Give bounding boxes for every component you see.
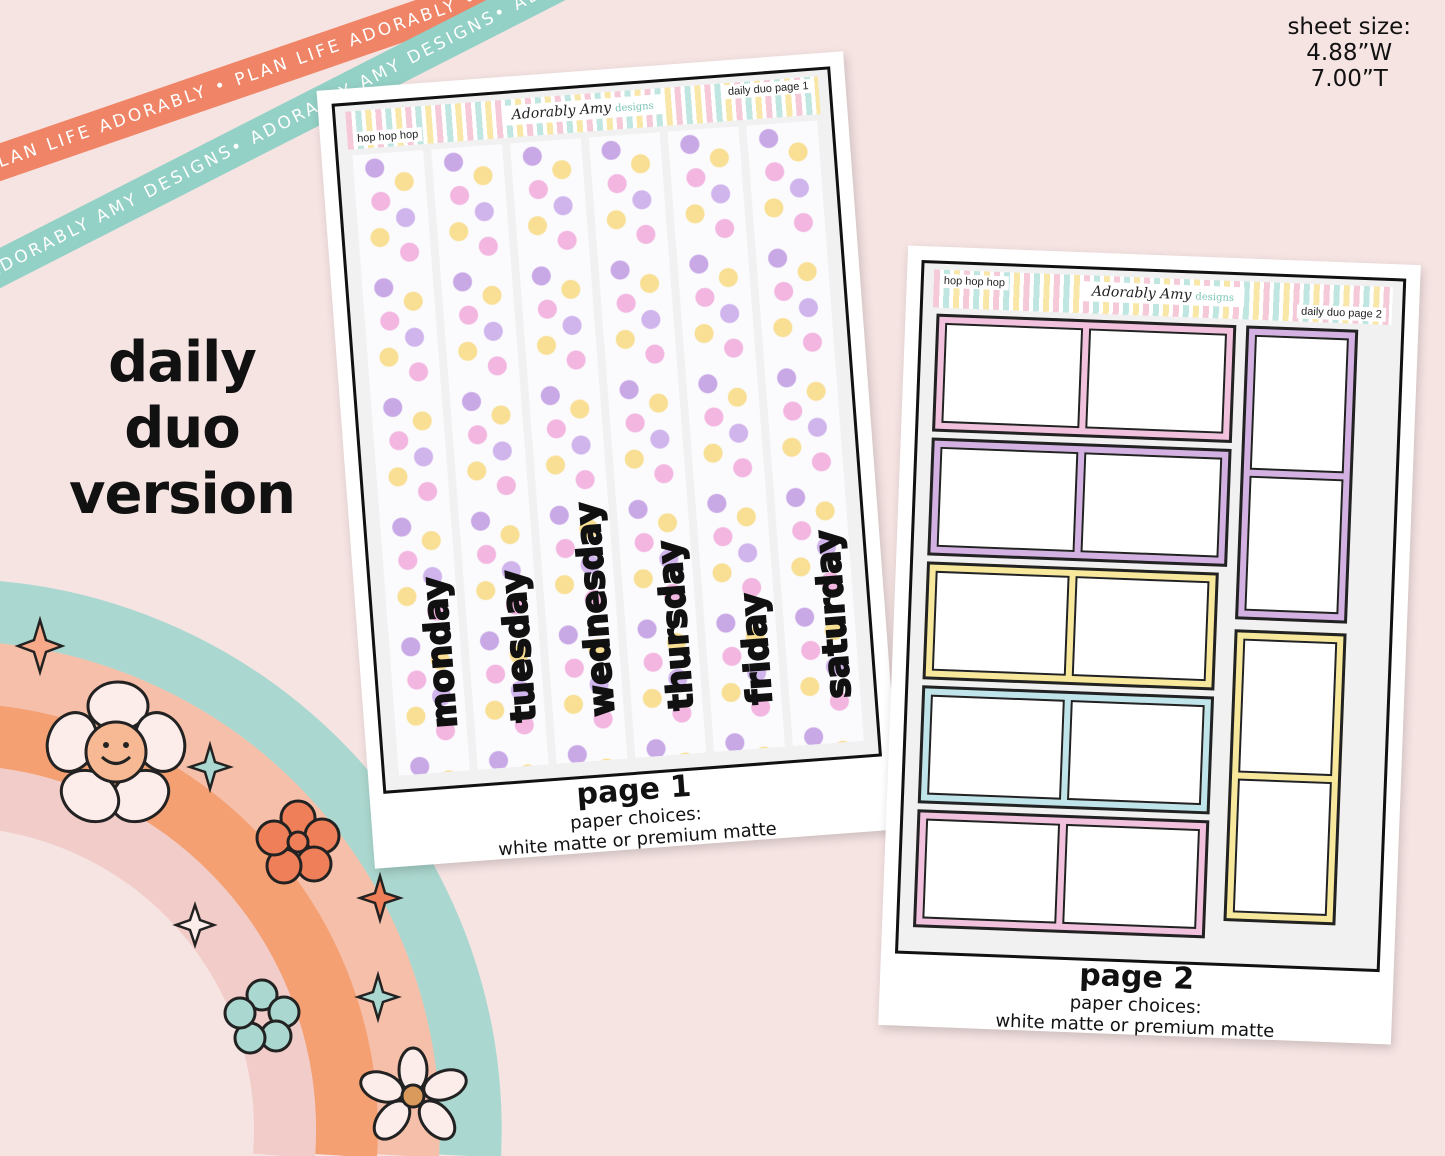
brand-designs: designs <box>1195 291 1235 304</box>
brand-logo: Adorably Amy designs <box>1081 281 1245 308</box>
brand-designs: designs <box>614 100 655 115</box>
sticker-sheet-page-2: hop hop hop Adorably Amy designs daily du… <box>878 245 1421 1045</box>
box-cell <box>1062 823 1200 929</box>
box-cell <box>941 322 1084 429</box>
box-group-lavender-vertical <box>1235 325 1359 624</box>
version-line-1: daily <box>108 330 257 395</box>
box-cell <box>1232 778 1332 917</box>
box-cell <box>1080 452 1223 558</box>
box-cell <box>1071 576 1210 682</box>
box-cell <box>931 570 1070 676</box>
sheet-size-label: sheet size: <box>1287 14 1411 40</box>
day-strips: monday tuesday wednesday thursday friday… <box>352 120 864 776</box>
box-cell <box>936 446 1079 553</box>
sheet-2-theme: hop hop hop <box>939 273 1010 291</box>
box-cell <box>922 818 1061 924</box>
day-label: thursday <box>648 538 703 713</box>
box-group-aqua <box>917 685 1215 815</box>
box-cell <box>1085 328 1228 434</box>
day-label: wednesday <box>566 500 624 719</box>
rainbow-band-pink <box>0 768 316 1156</box>
sheet-2-frame: hop hop hop Adorably Amy designs daily du… <box>894 259 1407 973</box>
box-cell <box>1249 334 1349 474</box>
sheet-height: 7.00”T <box>1310 66 1388 92</box>
sheet-size: sheet size: 4.88”W 7.00”T <box>1287 14 1411 92</box>
teal-flower-icon <box>223 978 301 1055</box>
version-line-3: version <box>69 462 296 527</box>
day-label: saturday <box>805 528 860 701</box>
sticker-sheet-page-1: hop hop hop Adorably Amy designs daily du… <box>316 51 902 869</box>
box-grid <box>912 313 1387 959</box>
version-line-2: duo <box>124 396 240 461</box>
rainbow-band-peach <box>0 643 440 1156</box>
version-title: daily duo version <box>52 330 312 528</box>
box-cell <box>1244 475 1344 615</box>
orange-flower-icon <box>255 799 341 885</box>
brand-name: Adorably Amy <box>1091 283 1192 304</box>
box-cell <box>1238 638 1338 777</box>
box-group-yellow <box>922 561 1219 691</box>
sheet-width: 4.88”W <box>1306 40 1393 66</box>
box-group-lavender <box>927 437 1232 567</box>
sheet-2-page-label: daily duo page 2 <box>1296 304 1387 322</box>
box-cell <box>1066 700 1205 806</box>
sheet-1-page-label: daily duo page 1 <box>723 78 814 100</box>
daisy-flower-icon <box>359 1046 468 1141</box>
sparkle-icons <box>14 615 404 1024</box>
smiley-flower-icon <box>45 680 187 824</box>
day-label: tuesday <box>492 568 545 725</box>
box-group-pink-2 <box>912 809 1210 939</box>
box-group-yellow-vertical <box>1223 629 1347 926</box>
day-label: monday <box>413 575 466 731</box>
day-label: friday <box>731 591 781 707</box>
sheet-1-theme: hop hop hop <box>352 127 423 147</box>
box-cell <box>927 694 1065 800</box>
box-group-pink <box>932 313 1237 444</box>
rainbow-band-orange <box>0 705 378 1156</box>
sheet-1-frame: hop hop hop Adorably Amy designs daily du… <box>331 66 882 794</box>
brand-name: Adorably Amy <box>511 99 612 124</box>
brand-logo: Adorably Amy designs <box>501 93 665 127</box>
